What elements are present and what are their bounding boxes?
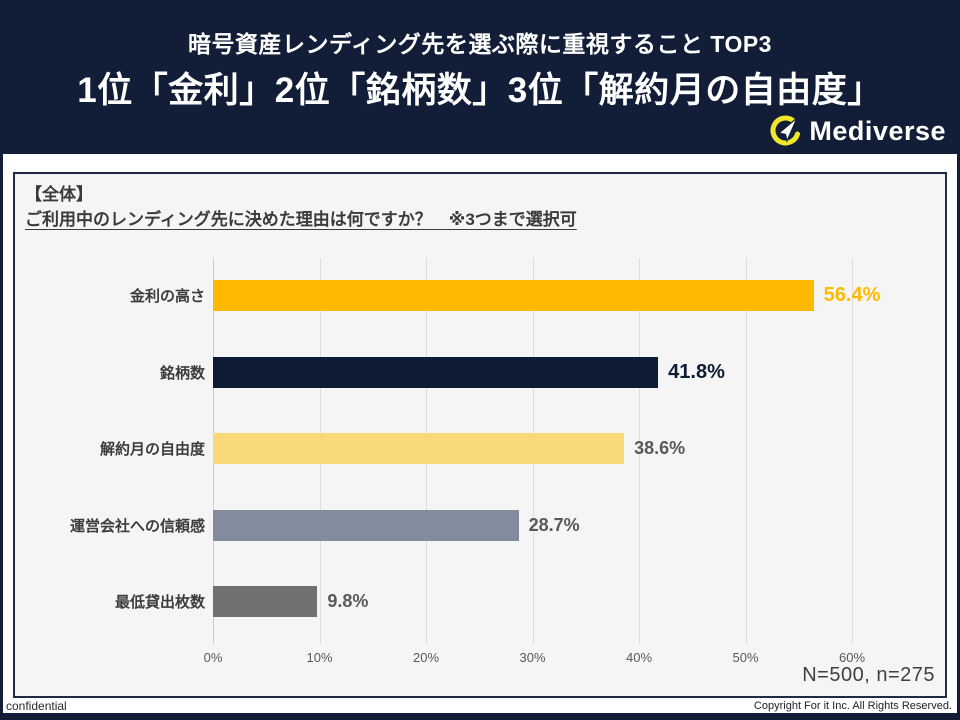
chart-question: ご利用中のレンディング先に決めた理由は何ですか？ ※3つまで選択可: [25, 210, 577, 229]
gridline: [745, 258, 747, 644]
value-label: 28.7%: [528, 515, 580, 535]
footer: confidential Copyright For it Inc. All R…: [6, 698, 952, 713]
x-axis-tick-label: 20%: [412, 650, 440, 665]
value-label: 38.6%: [634, 438, 686, 458]
x-axis-tick-label: 60%: [838, 650, 866, 665]
bar: [213, 586, 318, 617]
chart-panel: 【全体】 ご利用中のレンディング先に決めた理由は何ですか？ ※3つまで選択可 0…: [13, 172, 947, 698]
x-axis-tick-label: 0%: [203, 650, 223, 665]
brand-name: Mediverse: [809, 115, 946, 146]
header-subtitle: 暗号資産レンディング先を選ぶ際に重視すること TOP3: [188, 31, 772, 57]
category-label: 運営会社への信頼感: [69, 518, 205, 535]
x-axis-tick-label: 40%: [625, 650, 653, 665]
mediverse-crescent-arrow-icon: [766, 113, 802, 149]
frame-bottom: [0, 713, 960, 720]
copyright-label: Copyright For it Inc. All Rights Reserve…: [753, 699, 952, 712]
category-label: 最低貸出枚数: [114, 594, 205, 611]
scope-label: 【全体】: [25, 185, 93, 204]
header: 暗号資産レンディング先を選ぶ際に重視すること TOP3 1位「金利」2位「銘柄数…: [0, 0, 960, 154]
brand-logo: Mediverse: [766, 113, 946, 149]
bar: [213, 357, 659, 388]
confidential-label: confidential: [6, 698, 67, 713]
bar: [213, 433, 625, 464]
category-label: 銘柄数: [159, 365, 205, 382]
value-label: 41.8%: [668, 361, 725, 383]
category-label: 解約月の自由度: [99, 441, 205, 458]
value-label: 56.4%: [823, 284, 881, 306]
header-title: 1位「金利」2位「銘柄数」3位「解約月の自由度」: [77, 71, 883, 110]
bar-chart: 0% 10% 20% 30% 40% 50% 60% 金利の高さ 56.4% 銘柄数 41.8% 解約…: [15, 174, 945, 696]
x-axis-tick-label: 50%: [732, 650, 759, 665]
sample-size-note: N=500, n=275: [802, 664, 935, 686]
value-label: 9.8%: [327, 591, 369, 611]
category-label: 金利の高さ: [129, 288, 205, 305]
frame-right: [957, 0, 960, 720]
gridline: [639, 258, 640, 644]
x-axis-tick-label: 10%: [306, 650, 333, 665]
x-axis-tick-label: 30%: [519, 650, 546, 665]
bar: [213, 510, 519, 541]
frame-left: [0, 0, 3, 720]
bar: [213, 280, 814, 311]
gridline: [852, 258, 853, 644]
